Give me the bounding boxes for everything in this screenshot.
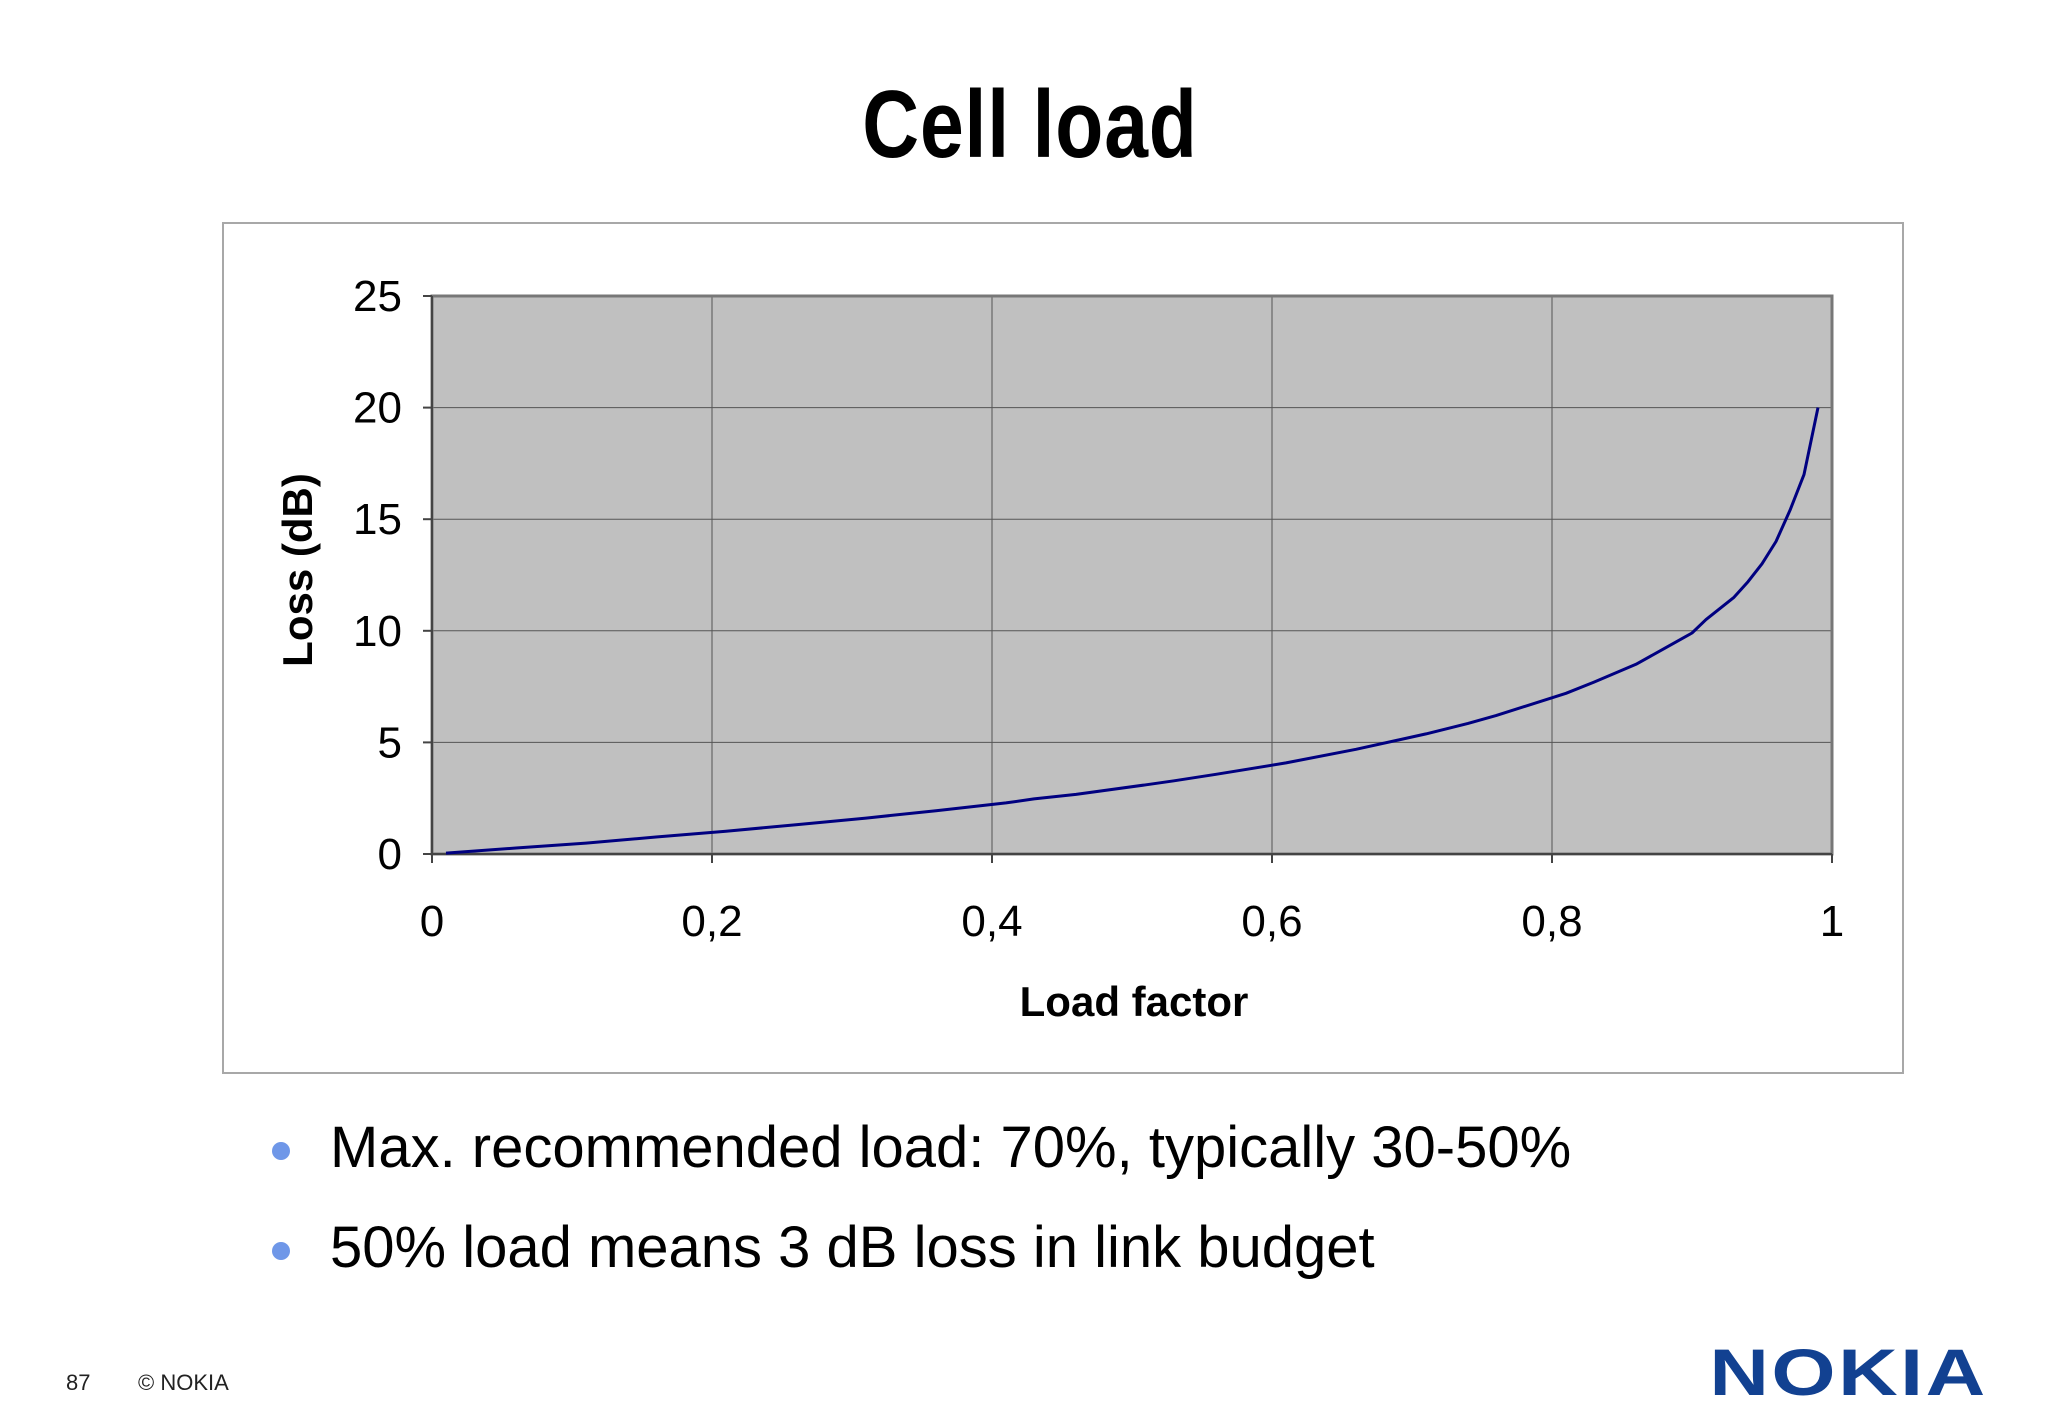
slide-title: Cell load xyxy=(862,71,1198,178)
bullet-item: Max. recommended load: 70%, typically 30… xyxy=(262,1108,1571,1208)
x-tick-label: 0,2 xyxy=(681,897,742,946)
bullet-item: 50% load means 3 dB loss in link budget xyxy=(262,1208,1571,1308)
x-tick-label: 0,8 xyxy=(1521,897,1582,946)
bullet-dot-icon xyxy=(272,1242,290,1260)
y-tick-label: 0 xyxy=(378,830,402,879)
chart-frame: 0 0,2 0,4 0,6 0,8 1 0 5 10 15 20 25 Loss (dB) Load … xyxy=(222,222,1904,1074)
bullet-dot-icon xyxy=(272,1142,290,1160)
x-tick-label: 0 xyxy=(420,897,444,946)
nokia-logo: NOKIA xyxy=(1709,1335,1988,1409)
y-tick-label: 15 xyxy=(353,495,402,544)
bullet-list: Max. recommended load: 70%, typically 30… xyxy=(262,1108,1571,1308)
plot-area xyxy=(432,296,1832,854)
page-number: 87 xyxy=(66,1370,91,1395)
y-tick-label: 5 xyxy=(378,718,402,767)
y-tick-label: 20 xyxy=(353,384,402,433)
bullet-text: Max. recommended load: 70%, typically 30… xyxy=(330,1115,1572,1180)
x-tick-label: 1 xyxy=(1820,897,1844,946)
x-axis-label: Load factor xyxy=(1020,978,1249,1025)
x-tick-label: 0,6 xyxy=(1241,897,1302,946)
y-tick-label: 10 xyxy=(353,607,402,656)
loss-series-line xyxy=(445,407,1820,855)
copyright-text: © NOKIA xyxy=(138,1370,229,1395)
y-axis-label: Loss (dB) xyxy=(274,473,321,667)
y-tick-label: 25 xyxy=(353,272,402,321)
x-tick-label: 0,4 xyxy=(961,897,1022,946)
bullet-text: 50% load means 3 dB loss in link budget xyxy=(330,1215,1375,1280)
